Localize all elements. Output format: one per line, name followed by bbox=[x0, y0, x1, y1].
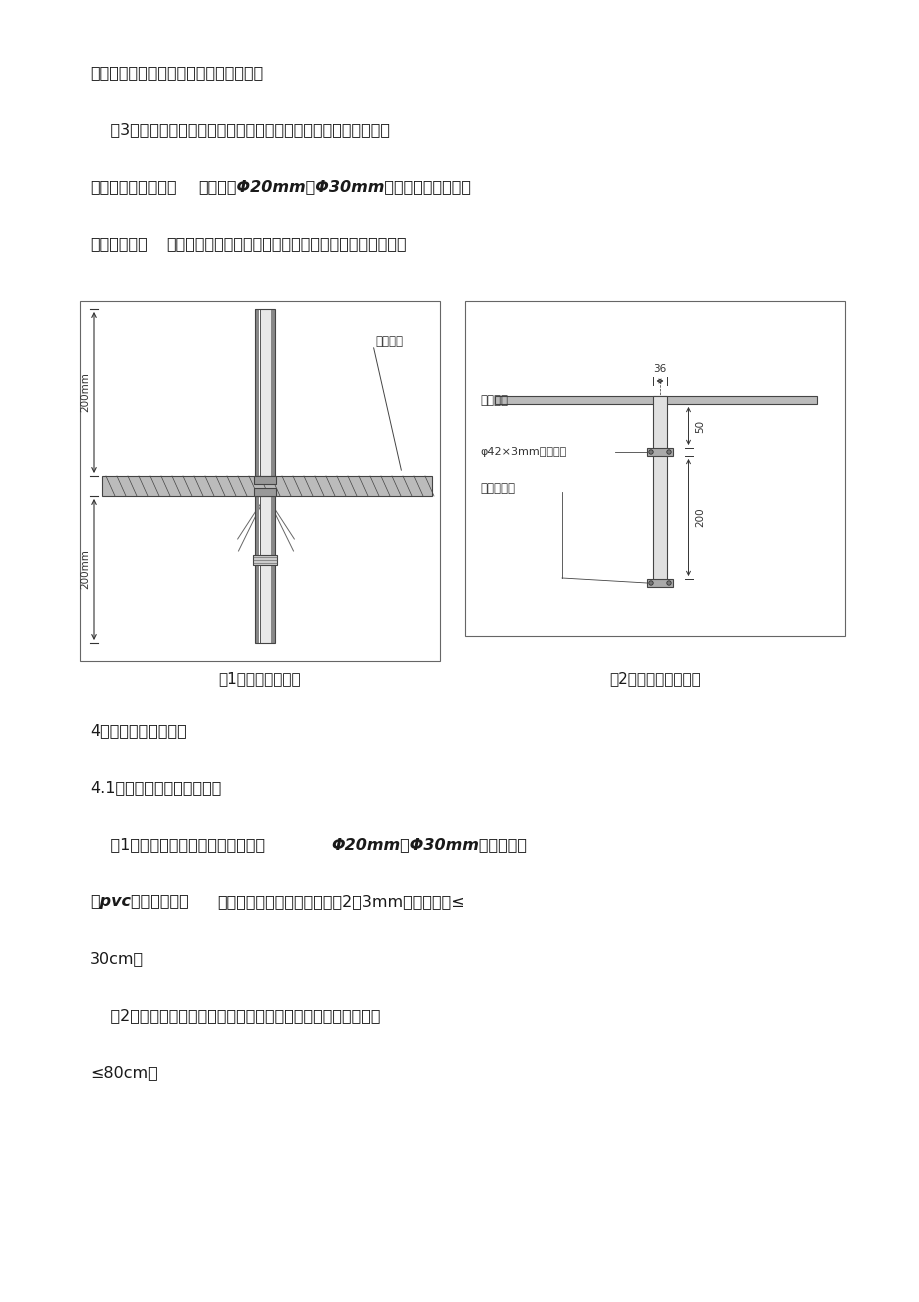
Bar bbox=[255, 496, 275, 643]
Bar bbox=[80, 301, 439, 661]
Bar bbox=[464, 301, 844, 635]
Text: 排气孔兼做观察孔和注浆孔。排气孔具体安装方式如下：: 排气孔兼做观察孔和注浆孔。排气孔具体安装方式如下： bbox=[166, 236, 406, 251]
Text: 50: 50 bbox=[695, 419, 705, 432]
Text: 4、加强拱部排气设置: 4、加强拱部排气设置 bbox=[90, 723, 187, 738]
Circle shape bbox=[666, 449, 671, 454]
Text: 土的接触面必须清理干净并涂刷隔离剂。: 土的接触面必须清理干净并涂刷隔离剂。 bbox=[90, 65, 263, 79]
Text: 及中部设置排气孔，: 及中部设置排气孔， bbox=[90, 178, 176, 194]
Text: Φ20mm～Φ30mm的胶质软管: Φ20mm～Φ30mm的胶质软管 bbox=[331, 837, 527, 852]
Bar bbox=[646, 448, 673, 456]
Bar bbox=[253, 555, 277, 565]
Bar bbox=[255, 309, 275, 477]
Bar bbox=[255, 309, 259, 477]
Text: 法兰盘连接，: 法兰盘连接， bbox=[90, 236, 148, 251]
Text: 直径宜为Φ20mm～Φ30mm的钢管，采用套丝或: 直径宜为Φ20mm～Φ30mm的钢管，采用套丝或 bbox=[199, 178, 471, 194]
Text: 36: 36 bbox=[652, 365, 666, 374]
Text: φ42×3mm无缝钢管: φ42×3mm无缝钢管 bbox=[480, 447, 565, 457]
Circle shape bbox=[648, 581, 652, 585]
Bar bbox=[270, 496, 275, 643]
Text: （3）混凝土应具有良好的和易性，并于衬砌台车顶部面板上两端: （3）混凝土应具有良好的和易性，并于衬砌台车顶部面板上两端 bbox=[90, 122, 390, 137]
Bar bbox=[102, 477, 432, 496]
Text: ≤80cm。: ≤80cm。 bbox=[90, 1065, 157, 1079]
Text: 或pvc管（钢管）。: 或pvc管（钢管）。 bbox=[90, 894, 188, 909]
Text: 法兰盘连接: 法兰盘连接 bbox=[480, 482, 515, 495]
Text: （1）套丝式示意图: （1）套丝式示意图 bbox=[219, 671, 301, 686]
Text: （2）法兰盘式示意图: （2）法兰盘式示意图 bbox=[608, 671, 700, 686]
Text: 台车模板: 台车模板 bbox=[375, 335, 403, 348]
Text: （2）顶部纵向排气管与注浆管安装采用预贴方式，固定点间距: （2）顶部纵向排气管与注浆管安装采用预贴方式，固定点间距 bbox=[90, 1008, 380, 1023]
Text: 4.1纵向排气管与注浆管安装: 4.1纵向排气管与注浆管安装 bbox=[90, 780, 221, 796]
Text: 管身布设梅花形溢浆孔，孔径2～3mm，纵向间距≤: 管身布设梅花形溢浆孔，孔径2～3mm，纵向间距≤ bbox=[217, 894, 464, 909]
Bar bbox=[254, 477, 276, 484]
Bar bbox=[652, 396, 665, 586]
Bar bbox=[254, 488, 276, 496]
Bar bbox=[494, 396, 816, 404]
Bar bbox=[646, 579, 673, 587]
Text: 200: 200 bbox=[695, 508, 705, 527]
Circle shape bbox=[648, 449, 652, 454]
Bar bbox=[259, 309, 270, 477]
Text: 30cm。: 30cm。 bbox=[90, 950, 144, 966]
Bar bbox=[255, 496, 259, 643]
Bar bbox=[270, 309, 275, 477]
Text: 200mm: 200mm bbox=[80, 549, 90, 590]
Text: 200mm: 200mm bbox=[80, 372, 90, 413]
Text: （1）拱部纵向排气管与注浆管采用: （1）拱部纵向排气管与注浆管采用 bbox=[90, 837, 265, 852]
Circle shape bbox=[666, 581, 671, 585]
Bar bbox=[259, 496, 270, 643]
Text: 台车面板: 台车面板 bbox=[480, 393, 507, 406]
